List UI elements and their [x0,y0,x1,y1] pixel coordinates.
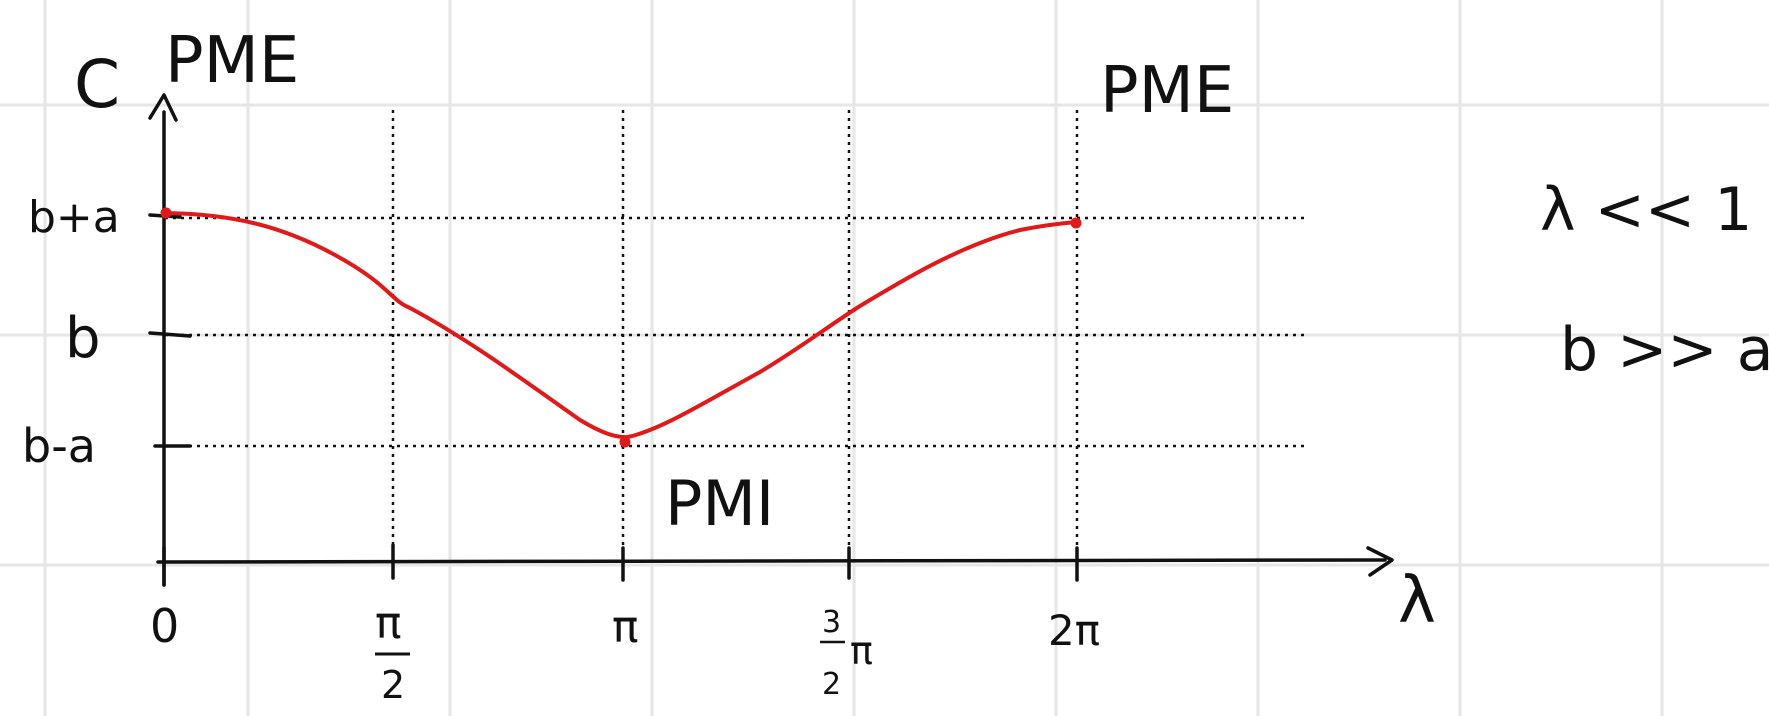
x-tick-label-three-half-pi: π [850,629,873,673]
x-tick-label-half-pi-numerator: π [375,598,402,649]
y-tick-label-b: b [65,306,101,371]
annotation-pme-left: PME [165,24,299,98]
y-tick-b [148,331,192,338]
x-tick-label-two-pi: 2π [1048,606,1100,655]
y-axis-label: C [74,46,120,123]
curve-point-pmi [619,436,631,448]
annotation-pmi: PMI [665,467,774,540]
axes [148,93,1394,587]
curve-point-pme-start [160,207,172,219]
annotation-pme-right: PME [1100,54,1234,128]
annotation-condition-lambda: λ << 1 [1540,175,1752,245]
x-tick-label-pi: π [612,602,639,653]
x-tick-label-half-pi-denominator: 2 [381,663,405,707]
y-tick-label-b-minus-a: b-a [22,419,96,473]
dotted-guides [165,110,1305,562]
y-axis-arrow-icon [148,93,178,122]
y-tick-label-b-plus-a: b+a [28,192,120,243]
capacitance-curve [163,211,1078,440]
x-tick-label-three-half-denominator: 2 [822,667,841,702]
x-axis-label: λ [1398,564,1436,638]
annotation-condition-b: b >> a [1560,315,1769,385]
x-tick-label-three-half-numerator: 3 [822,605,841,640]
x-axis-arrow-icon [1366,546,1394,577]
curve-point-pme-end [1070,217,1082,229]
x-tick-label-zero: 0 [150,599,179,653]
x-axis [156,558,1387,564]
